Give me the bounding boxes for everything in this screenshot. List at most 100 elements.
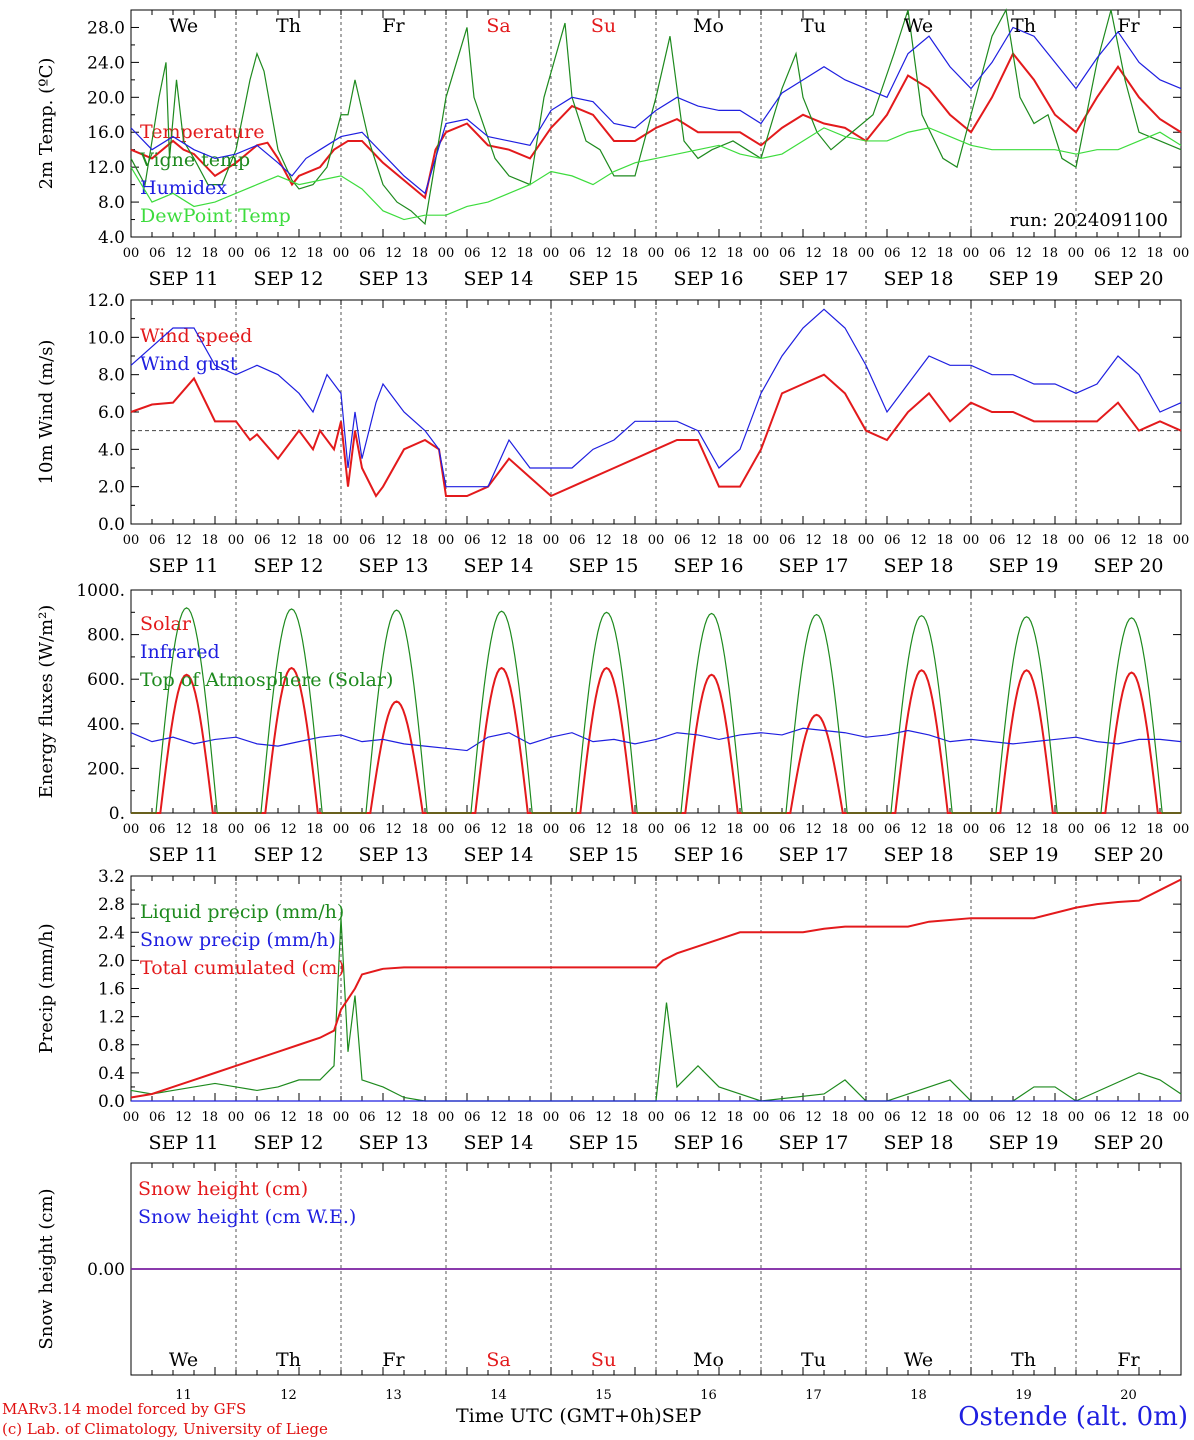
day-name: Su <box>591 15 616 37</box>
hour-label: 12 <box>175 1110 192 1125</box>
hour-label: 12 <box>700 533 717 548</box>
hour-label: 12 <box>595 1110 612 1125</box>
day-name: Mo <box>693 15 724 37</box>
hour-label: 06 <box>779 533 796 548</box>
hour-label: 18 <box>306 246 323 261</box>
hour-label: 06 <box>884 246 901 261</box>
hour-label: 18 <box>516 533 533 548</box>
hour-label: 00 <box>858 822 875 837</box>
y-tick-label: 16.0 <box>87 123 125 143</box>
hour-label: 00 <box>438 1110 455 1125</box>
hour-label: 18 <box>516 246 533 261</box>
date-label: SEP 19 <box>989 1132 1059 1154</box>
hour-label: 12 <box>1120 246 1137 261</box>
date-label: SEP 13 <box>359 844 429 866</box>
day-name: Tu <box>801 1349 826 1371</box>
hour-label: 06 <box>359 246 376 261</box>
hour-label: 18 <box>831 533 848 548</box>
hour-label: 12 <box>280 246 297 261</box>
hour-label: 00 <box>753 1110 770 1125</box>
series-line <box>130 878 1182 1099</box>
hour-label: 12 <box>805 1110 822 1125</box>
hour-label: 18 <box>831 822 848 837</box>
hour-label: 06 <box>569 822 586 837</box>
day-number: 17 <box>805 1388 822 1403</box>
hour-label: 12 <box>1015 822 1032 837</box>
y-tick-label: 0.0 <box>98 1092 125 1112</box>
hour-label: 06 <box>149 1110 166 1125</box>
hour-label: 00 <box>123 533 140 548</box>
date-label: SEP 15 <box>569 1132 639 1154</box>
date-label: SEP 20 <box>1094 555 1164 577</box>
hour-label: 00 <box>1173 822 1190 837</box>
date-label: SEP 17 <box>779 555 849 577</box>
hour-label: 00 <box>123 246 140 261</box>
hour-label: 18 <box>621 1110 638 1125</box>
legend-entry: Infrared <box>140 641 220 663</box>
time-axis-label-text: Time UTC (GMT+0h) <box>456 1405 662 1427</box>
date-label: SEP 19 <box>989 555 1059 577</box>
hour-label: 06 <box>359 1110 376 1125</box>
hour-label: 12 <box>805 822 822 837</box>
legend-entry: Temperature <box>140 121 264 143</box>
hour-label: 18 <box>411 246 428 261</box>
date-label: SEP 12 <box>254 555 324 577</box>
hour-label: 18 <box>411 822 428 837</box>
hour-label: 00 <box>228 822 245 837</box>
hour-label: 00 <box>438 533 455 548</box>
hour-label: 06 <box>989 246 1006 261</box>
hour-label: 00 <box>123 1110 140 1125</box>
day-number: 16 <box>700 1388 717 1403</box>
hour-label: 00 <box>1173 1110 1190 1125</box>
y-tick-label: 400. <box>87 715 125 735</box>
hour-label: 06 <box>674 246 691 261</box>
day-name: Mo <box>693 1349 724 1371</box>
hour-label: 06 <box>149 533 166 548</box>
day-number: 18 <box>910 1388 927 1403</box>
day-name: We <box>904 1349 933 1371</box>
hour-label: 06 <box>989 822 1006 837</box>
hour-label: 00 <box>228 1110 245 1125</box>
hour-label: 00 <box>1173 246 1190 261</box>
hour-label: 18 <box>1146 533 1163 548</box>
hour-label: 06 <box>149 822 166 837</box>
panel-frame-3 <box>130 589 1182 814</box>
hour-label: 06 <box>779 1110 796 1125</box>
series-line <box>130 727 1182 752</box>
y-tick-label: 0.4 <box>98 1064 125 1084</box>
hour-label: 06 <box>1094 533 1111 548</box>
y-tick-label: 1.2 <box>98 1008 125 1028</box>
y-tick-label: 2.8 <box>98 895 125 915</box>
date-label: SEP 20 <box>1094 1132 1164 1154</box>
hour-label: 06 <box>359 533 376 548</box>
hour-label: 06 <box>884 822 901 837</box>
legend-entry: DewPoint Temp <box>140 205 291 227</box>
y-tick-label: 8.0 <box>98 193 125 213</box>
hour-label: 06 <box>779 822 796 837</box>
hour-label: 00 <box>228 246 245 261</box>
date-label: SEP 15 <box>569 844 639 866</box>
hour-label: 06 <box>464 533 481 548</box>
hour-label: 18 <box>831 246 848 261</box>
legend-entry: Snow precip (mm/h) <box>140 929 336 951</box>
hour-label: 18 <box>201 1110 218 1125</box>
hour-label: 18 <box>1146 246 1163 261</box>
y-axis-label: 2m Temp. (ºC) <box>36 58 57 190</box>
date-label: SEP 14 <box>464 844 534 866</box>
hour-label: 18 <box>201 822 218 837</box>
y-axis-label: 10m Wind (m/s) <box>36 340 57 485</box>
series-line <box>130 373 1182 498</box>
date-label: SEP 20 <box>1094 844 1164 866</box>
hour-label: 18 <box>621 822 638 837</box>
day-name: Sa <box>486 15 510 37</box>
y-tick-label: 4.0 <box>98 440 125 460</box>
date-label: SEP 18 <box>884 1132 954 1154</box>
hour-label: 12 <box>910 1110 927 1125</box>
hour-label: 18 <box>306 822 323 837</box>
hour-label: 18 <box>306 1110 323 1125</box>
date-label: SEP 16 <box>674 844 744 866</box>
date-label: SEP 14 <box>464 1132 534 1154</box>
hour-label: 12 <box>385 533 402 548</box>
day-name: Fr <box>382 15 405 37</box>
hour-label: 00 <box>543 1110 560 1125</box>
